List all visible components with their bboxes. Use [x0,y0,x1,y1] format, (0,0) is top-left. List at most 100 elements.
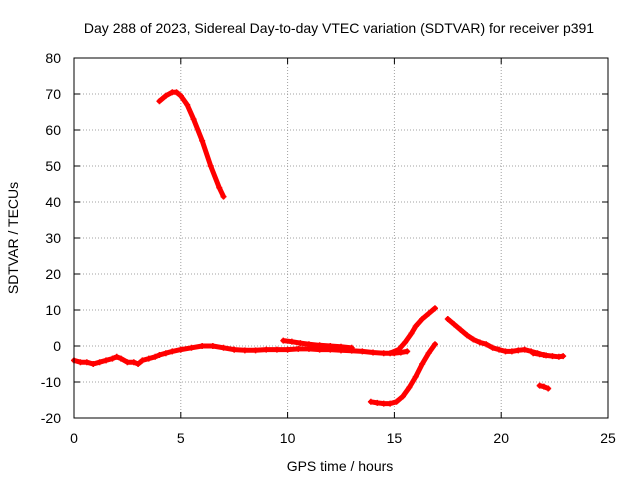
data-point [412,373,419,380]
data-point [295,345,302,352]
data-point [431,341,438,348]
data-point [177,346,184,353]
data-point [241,347,248,354]
data-point [297,340,304,347]
data-point [199,343,206,349]
x-tick-label: 5 [177,430,185,446]
data-point [530,350,537,357]
x-tick-label: 10 [280,430,296,446]
data-point [515,347,522,354]
data-point [113,353,120,360]
y-tick-label: 70 [45,86,61,102]
data-point [367,398,374,405]
data-point [359,348,366,355]
data-point [177,92,184,99]
data-point [380,350,387,357]
data-point [404,348,411,355]
data-point [483,341,490,348]
data-point [130,359,137,366]
y-tick-labels: -20 -10 0 10 20 30 40 50 60 70 80 [41,50,61,426]
y-tick-label: 20 [45,266,61,282]
data-point [209,343,216,349]
data-point [280,337,287,344]
data-point [162,92,169,99]
data-point [216,184,223,191]
y-tick-label: 30 [45,230,61,246]
data-point [540,383,547,390]
data-point [419,361,426,367]
data-point [406,384,413,391]
data-point [305,341,312,348]
data-point [252,347,259,354]
data-point [536,382,543,389]
data-point [412,323,419,330]
data-point [145,355,152,362]
data-point [380,400,387,407]
data-point [393,398,400,405]
data-point [117,355,124,362]
data-point [83,359,90,366]
data-point [489,344,496,351]
data-point [348,344,355,351]
x-tick-label: 15 [387,430,403,446]
x-tick-label: 25 [600,430,616,446]
data-point [560,353,567,360]
y-tick-label: 10 [45,302,61,318]
data-series [71,89,567,407]
x-tick-label: 20 [493,430,509,446]
data-point [508,348,515,355]
data-point [284,346,291,353]
data-point [77,359,84,366]
data-point [457,326,464,333]
x-tick-label: 0 [70,430,78,446]
data-point [502,348,509,355]
data-point [496,346,503,353]
data-point [220,344,227,351]
data-point [451,321,458,328]
data-point [109,355,116,362]
data-point [199,137,206,144]
data-point [288,338,295,345]
y-tick-label: 60 [45,122,61,138]
data-point [90,361,97,367]
data-point [135,361,142,367]
y-tick-label: 40 [45,194,61,210]
y-tick-label: -20 [41,410,61,426]
data-point [470,336,477,343]
data-point [220,193,227,200]
data-point [444,316,451,322]
data-point [152,353,159,360]
data-point [431,305,438,312]
data-point [156,352,163,358]
data-point [124,359,131,366]
data-point [545,385,552,392]
data-point [419,316,426,322]
data-point [96,359,103,366]
grid-lines [74,58,608,418]
y-tick-label: 80 [45,50,61,66]
data-point [327,343,334,349]
data-point [263,346,270,353]
y-tick-label: 50 [45,158,61,174]
x-axis-label: GPS time / hours [287,458,394,474]
chart-title: Day 288 of 2023, Sidereal Day-to-day VTE… [84,20,594,36]
y-axis-label: SDTVAR / TECUs [5,182,21,294]
data-point [425,350,432,357]
data-point [387,350,394,357]
data-point [190,116,197,123]
data-point [370,349,377,356]
data-point [402,339,409,346]
axis-ticks [73,57,609,419]
data-point [207,163,214,169]
data-point [316,342,323,349]
data-point [188,344,195,351]
x-tick-labels: 0 5 10 15 20 25 [70,430,616,446]
data-point [338,343,344,350]
data-point [521,346,528,353]
data-point [399,393,406,400]
y-tick-label: 0 [53,338,61,354]
y-tick-label: -10 [41,374,61,390]
data-point [464,332,471,339]
